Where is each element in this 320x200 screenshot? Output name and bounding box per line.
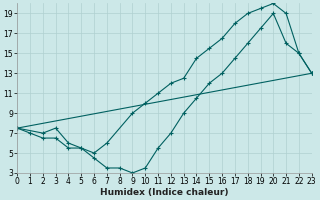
- X-axis label: Humidex (Indice chaleur): Humidex (Indice chaleur): [100, 188, 229, 197]
